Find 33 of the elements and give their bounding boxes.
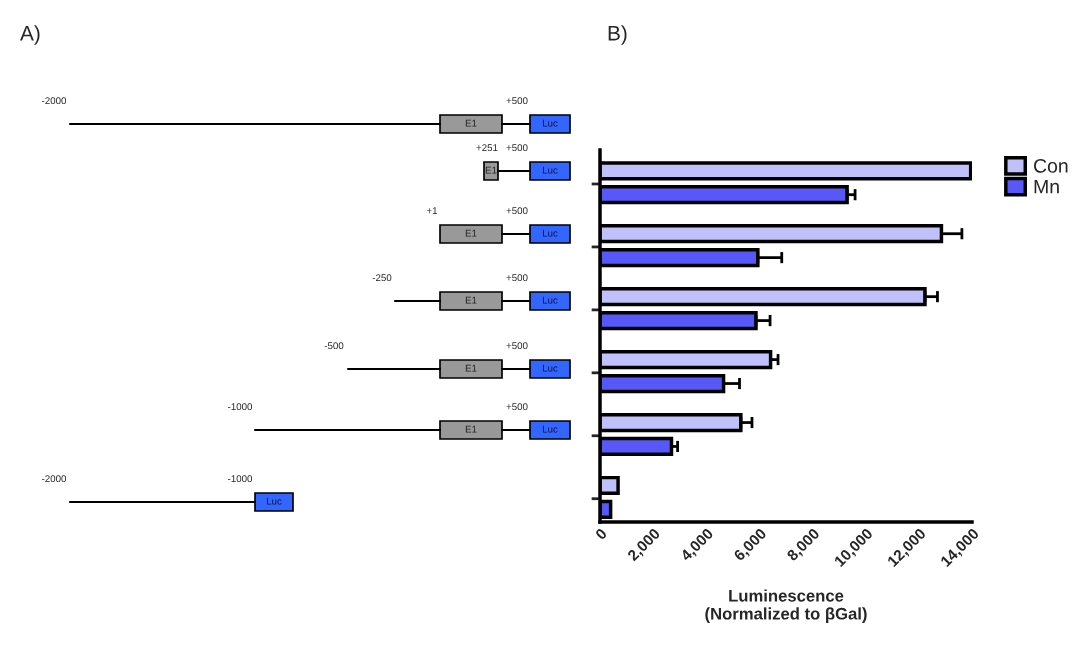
text: +500 [506, 97, 528, 105]
text: E1 [465, 296, 477, 304]
text: E1 [465, 229, 477, 237]
text: E1 [465, 119, 477, 127]
text: +500 [506, 403, 528, 411]
text: E1 [485, 166, 497, 174]
text: +1 [426, 207, 438, 214]
legend-label: Mn [1034, 179, 1059, 194]
text: -1000 [228, 475, 253, 483]
text: Luc [542, 119, 558, 127]
chart-title: B) [608, 25, 627, 45]
text: +500 [506, 144, 528, 152]
text: A) [20, 25, 40, 45]
x-tick-label: 0 [594, 527, 608, 541]
x-axis-title: Luminescence (Normalized to βGal) [705, 589, 867, 623]
text: E1 [465, 364, 477, 372]
text: Luc [266, 497, 282, 505]
text: Luc [542, 425, 558, 433]
text: +251 [476, 144, 498, 152]
text: Luc [542, 166, 558, 174]
text: Luc [542, 364, 558, 372]
text: E1 [465, 425, 477, 433]
legend-label: Con [1034, 158, 1068, 173]
text: -500 [324, 342, 344, 350]
text: -250 [372, 274, 392, 282]
text: Luc [542, 296, 558, 304]
text: +500 [506, 342, 528, 350]
text: -2000 [42, 97, 67, 105]
text: -2000 [42, 475, 67, 483]
text: +500 [506, 274, 528, 282]
text: Luc [542, 229, 558, 237]
text: +500 [506, 207, 528, 215]
text: -1000 [228, 403, 253, 411]
